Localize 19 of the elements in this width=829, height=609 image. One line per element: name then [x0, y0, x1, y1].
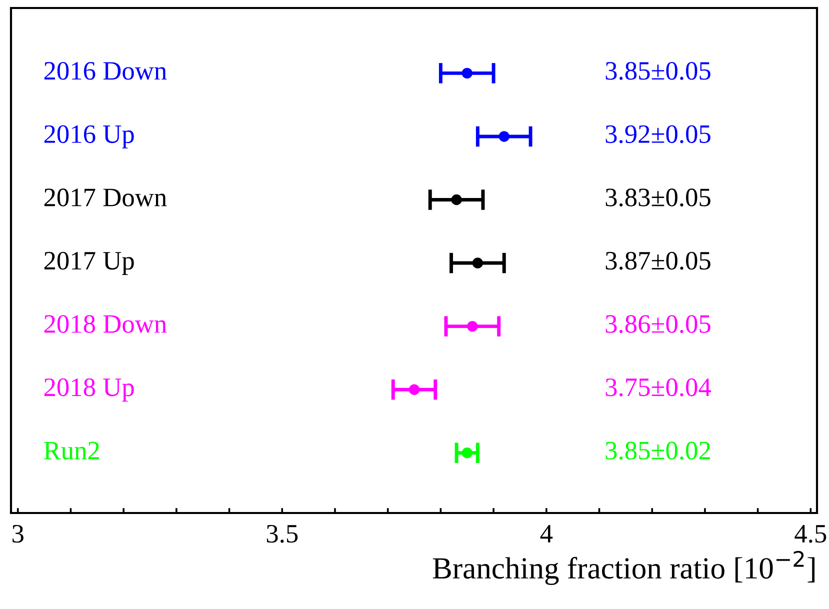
y-tick-label: 2016 Down — [44, 62, 167, 80]
annotation: 3.85±0.05 — [606, 62, 710, 80]
y-tick-label: 2018 Up — [44, 378, 134, 402]
x-tick-label: 3 — [12, 524, 24, 543]
annotation: 3.85±0.02 — [606, 442, 710, 460]
annotation: 3.86±0.05 — [606, 315, 710, 334]
y-tick-label: 2017 Down — [44, 188, 167, 206]
x-axis-title: Branching fraction ratio [10$^{−2}$] — [432, 550, 814, 585]
annotation: 3.87±0.05 — [606, 252, 710, 270]
annotation: 3.92±0.05 — [606, 125, 710, 144]
y-tick-label: 2018 Down — [44, 315, 167, 333]
x-tick-label: 4 — [540, 525, 553, 542]
x-tick-label: 4.5 — [794, 525, 826, 543]
y-tick-label: Run2 — [44, 442, 99, 460]
annotation: 3.83±0.05 — [606, 188, 710, 206]
y-tick-label: 2017 Up — [44, 252, 134, 275]
y-tick-label: 2016 Up — [44, 125, 134, 148]
annotation: 3.75±0.04 — [606, 378, 711, 396]
x-tick-label: 3.5 — [266, 524, 298, 543]
